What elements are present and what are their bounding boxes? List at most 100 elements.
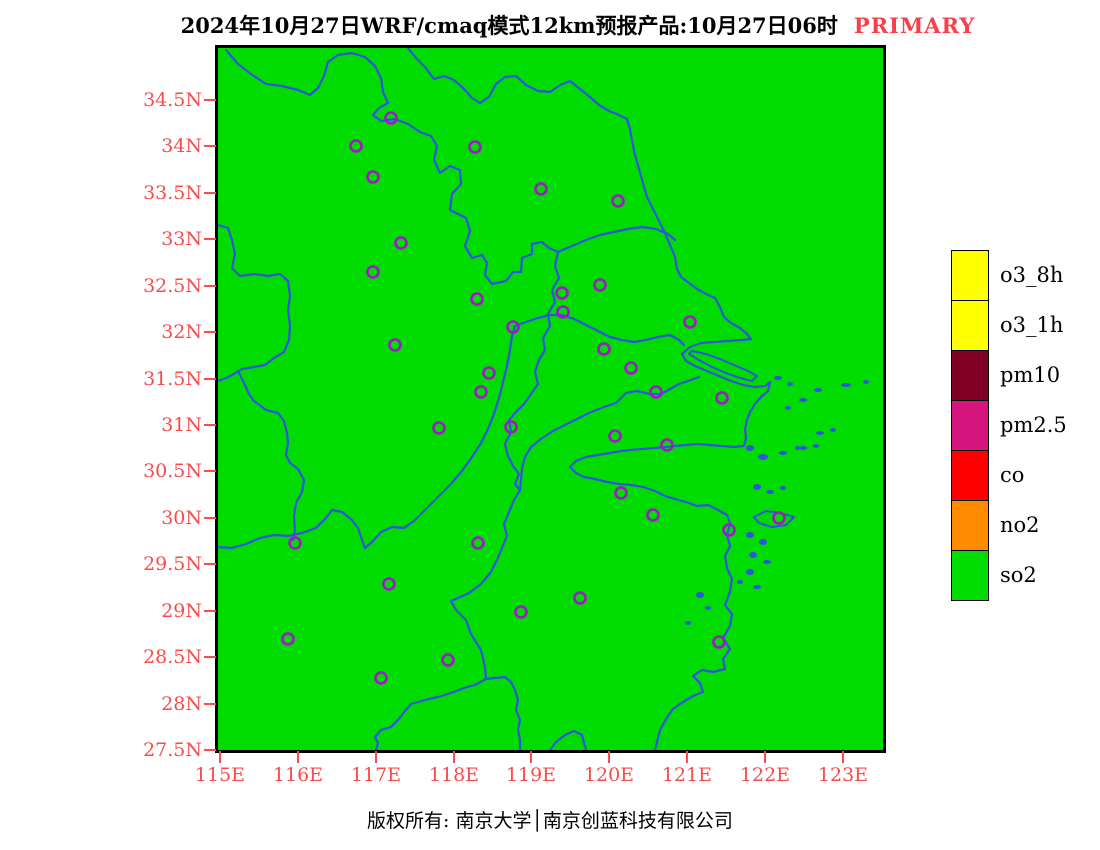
station-marker: [556, 305, 570, 319]
latitude-tick: [204, 517, 216, 519]
station-marker: [468, 140, 482, 154]
longitude-label: 121E: [661, 764, 713, 786]
longitude-label: 117E: [350, 764, 402, 786]
station-marker: [593, 278, 607, 292]
longitude-tick: [297, 751, 299, 763]
station-marker: [715, 391, 729, 405]
latitude-tick: [204, 470, 216, 472]
station-marker: [281, 632, 295, 646]
small-island: [774, 376, 782, 380]
latitude-tick: [204, 238, 216, 240]
province-boundary-line: [406, 48, 772, 750]
legend-label-o3_8h: o3_8h: [1000, 263, 1064, 287]
station-marker: [614, 486, 628, 500]
latitude-label: 33N: [161, 228, 202, 250]
small-island: [863, 380, 869, 384]
latitude-tick: [204, 378, 216, 380]
station-marker: [471, 536, 485, 550]
latitude-tick: [204, 656, 216, 658]
small-island: [737, 580, 743, 584]
copyright-text: 版权所有: 南京大学│南京创蓝科技有限公司: [367, 810, 733, 832]
title-pollutant-tag: PRIMARY: [853, 13, 976, 38]
station-marker: [384, 111, 398, 125]
longitude-tick: [764, 751, 766, 763]
station-marker: [597, 342, 611, 356]
small-island: [759, 539, 767, 545]
longitude-tick: [608, 751, 610, 763]
small-island: [763, 560, 771, 564]
small-island: [780, 486, 786, 490]
province-boundary-line: [518, 375, 701, 492]
latitude-label: 27.5N: [143, 739, 202, 761]
longitude-tick: [530, 751, 532, 763]
small-island: [749, 552, 757, 558]
legend-swatch-o3_8h: [951, 250, 989, 301]
province-boundary-line: [373, 677, 488, 750]
small-island: [746, 532, 754, 538]
station-marker: [388, 338, 402, 352]
legend-swatch-no2: [951, 500, 989, 551]
small-island: [816, 431, 824, 435]
station-marker: [555, 286, 569, 300]
station-marker: [683, 315, 697, 329]
station-marker: [504, 420, 518, 434]
latitude-tick: [204, 285, 216, 287]
latitude-label: 30N: [161, 507, 202, 529]
station-marker: [432, 421, 446, 435]
legend-swatch-co: [951, 450, 989, 501]
island-outline: [688, 350, 758, 382]
province-boundary-line: [556, 225, 677, 254]
legend-swatch-o3_1h: [951, 300, 989, 351]
province-boundary-line: [449, 250, 561, 750]
station-marker: [474, 385, 488, 399]
station-marker: [366, 170, 380, 184]
small-island: [705, 606, 711, 610]
map-canvas: [218, 48, 883, 750]
province-boundary-line: [218, 313, 686, 550]
station-marker: [441, 653, 455, 667]
latitude-label: 31.5N: [143, 368, 202, 390]
small-island: [787, 382, 793, 386]
small-island: [696, 592, 704, 598]
small-island: [685, 621, 691, 625]
station-marker: [366, 265, 380, 279]
legend-label-so2: so2: [1000, 563, 1037, 587]
small-island: [814, 388, 822, 392]
small-island: [813, 444, 819, 448]
province-boundary-line: [218, 223, 292, 383]
small-island: [779, 451, 787, 455]
latitude-tick: [204, 331, 216, 333]
legend-swatch-pm2.5: [951, 400, 989, 451]
longitude-label: 119E: [505, 764, 557, 786]
latitude-tick: [204, 749, 216, 751]
copyright-footer: 版权所有: 南京大学│南京创蓝科技有限公司: [5, 806, 1095, 833]
latitude-label: 28.5N: [143, 646, 202, 668]
small-island: [746, 569, 754, 575]
station-marker: [514, 605, 528, 619]
station-marker: [646, 508, 660, 522]
station-marker: [534, 182, 548, 196]
small-island: [753, 585, 761, 589]
longitude-tick: [842, 751, 844, 763]
legend-label-no2: no2: [1000, 513, 1040, 537]
legend-swatch-pm10: [951, 350, 989, 401]
small-island: [799, 398, 807, 402]
station-marker: [482, 366, 496, 380]
legend-label-pm2.5: pm2.5: [1000, 413, 1067, 437]
station-marker: [394, 236, 408, 250]
station-marker: [382, 577, 396, 591]
province-boundary-line: [548, 729, 588, 750]
longitude-label: 116E: [272, 764, 324, 786]
latitude-tick: [204, 563, 216, 565]
latitude-tick: [204, 703, 216, 705]
small-island: [841, 383, 851, 387]
legend-label-o3_1h: o3_1h: [1000, 313, 1064, 337]
latitude-label: 29N: [161, 600, 202, 622]
province-boundary-line: [224, 48, 560, 286]
legend-label-pm10: pm10: [1000, 363, 1061, 387]
latitude-label: 32N: [161, 321, 202, 343]
longitude-tick: [453, 751, 455, 763]
latitude-label: 33.5N: [143, 182, 202, 204]
station-marker: [506, 320, 520, 334]
